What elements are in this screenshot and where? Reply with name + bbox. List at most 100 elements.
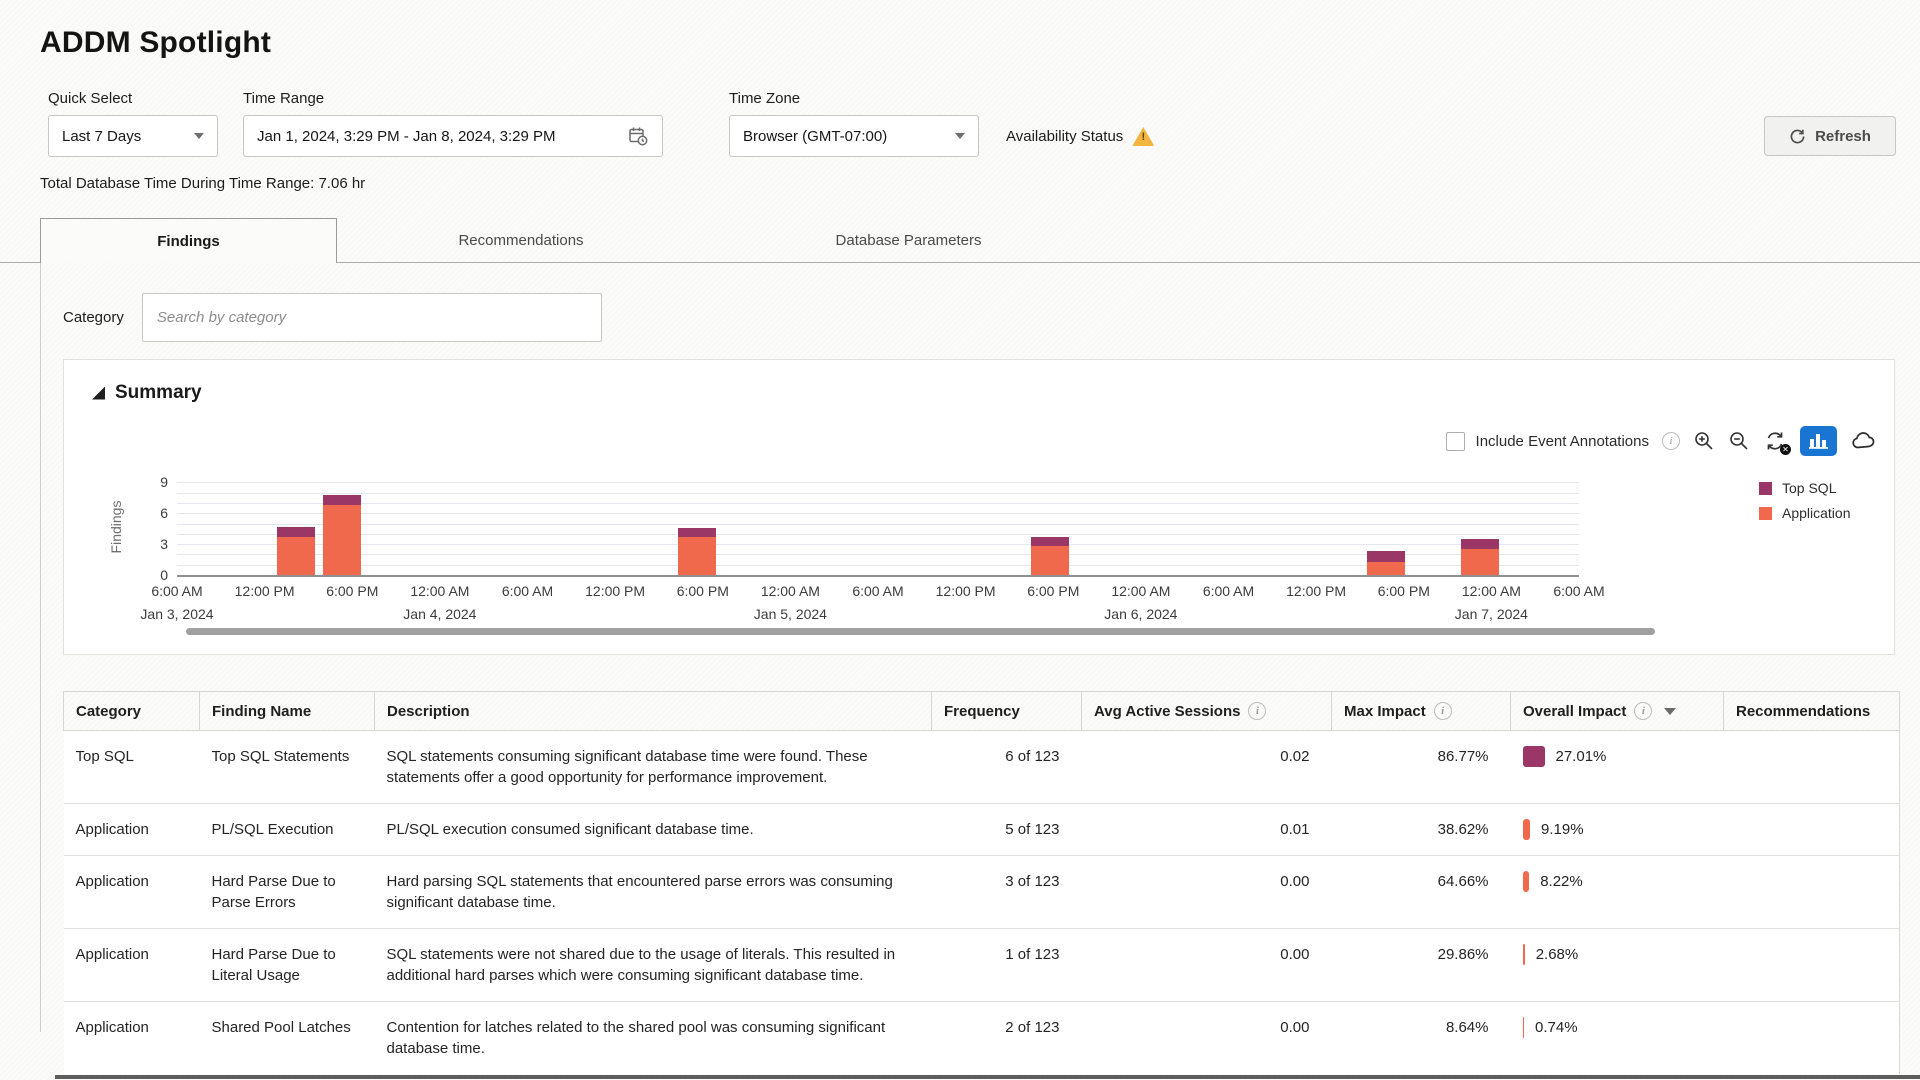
column-header-frequency[interactable]: Frequency [931,691,1082,731]
time-range-field: Time Range Jan 1, 2024, 3:29 PM - Jan 8,… [243,90,663,157]
cell-finding-name: PL/SQL Execution [199,803,375,856]
overall-impact-value: 9.19% [1541,821,1584,838]
tab-findings[interactable]: Findings [40,218,337,263]
chart-bar-top-sql[interactable] [1031,536,1070,547]
chart-bar-top-sql[interactable] [678,527,717,537]
reset-badge: ✕ [1780,444,1791,455]
reset-zoom-icon[interactable]: ✕ [1763,429,1791,455]
sort-descending-icon [1664,707,1677,715]
column-header-max-impact[interactable]: Max Impact i [1331,691,1511,731]
quick-select-value: Last 7 Days [62,127,142,145]
column-header-content: Avg Active Sessions i [1094,702,1319,720]
cell-description: Contention for latches related to the sh… [374,1001,932,1074]
chart-bar-application[interactable] [323,505,362,575]
overall-impact-value: 2.68% [1535,946,1579,963]
cell-avg-active-sessions: 0.02 [1081,730,1332,804]
findings-chart: 0 3 6 9 Findings 6:00 AM 12:00 PM 6:00 PM 12:00 … [64,360,1894,654]
column-header-label: Description [387,702,470,720]
chart-bar-application[interactable] [1460,549,1499,576]
info-icon[interactable]: i [1433,702,1452,720]
cell-frequency: 2 of 123 [931,1001,1082,1074]
chart-y-tick-label: 6 [160,505,168,522]
chart-horizontal-scrollbar[interactable] [186,628,1655,635]
cell-overall-impact: 9.19% [1510,803,1724,856]
refresh-button[interactable]: Refresh [1764,116,1896,156]
cell-frequency: 3 of 123 [931,855,1082,929]
chart-toolbar: Include Event Annotations i [1445,426,1878,456]
chart-day-label: Jan 5, 2024 [753,606,827,622]
include-event-annotations-checkbox[interactable] [1445,431,1465,451]
chart-x-tick-label: 12:00 PM [585,583,646,599]
cell-description: SQL statements consuming significant dat… [374,730,932,804]
warning-icon[interactable]: ! [1132,127,1155,146]
zoom-out-icon[interactable] [1728,430,1750,452]
overall-impact-gauge: 9.19% [1522,819,1712,840]
overall-impact-bar [1522,819,1530,840]
tab-recommendations[interactable]: Recommendations [337,218,705,262]
chart-bar-application[interactable] [1031,546,1070,575]
chart-bar-top-sql[interactable] [1460,538,1499,550]
overall-impact-value: 8.22% [1540,873,1583,890]
chart-gridline [177,544,1579,546]
chart-x-tick-label: 6:00 PM [1377,583,1430,599]
finding-row[interactable]: Application Shared Pool Latches Contention… [63,1001,1900,1074]
cell-finding-name: Hard Parse Due to Literal Usage [199,928,375,1002]
cloud-icon[interactable] [1850,430,1878,452]
column-header-category[interactable]: Category [63,691,200,731]
chart-x-tick-label: 12:00 AM [1111,583,1171,599]
time-zone-label: Time Zone [729,90,801,107]
column-header-label: Avg Active Sessions [1094,702,1241,720]
column-header-avg-active-sessions[interactable]: Avg Active Sessions i [1081,691,1332,731]
cell-description: PL/SQL execution consumed significant da… [374,803,932,856]
overall-impact-value: 0.74% [1535,1019,1578,1036]
overall-impact-gauge: 27.01% [1522,746,1712,767]
finding-row[interactable]: Application Hard Parse Due to Parse Error… [63,855,1900,929]
column-header-overall-impact[interactable]: Overall Impact i [1510,691,1724,731]
refresh-label: Refresh [1815,127,1871,145]
chart-bar-application[interactable] [678,536,717,575]
info-icon[interactable]: i [1248,702,1267,720]
chart-day-label: Jan 6, 2024 [1104,606,1178,622]
chart-day-label: Jan 3, 2024 [140,606,214,622]
cell-recommendations [1723,803,1900,856]
column-header-label: Category [76,702,142,720]
overall-impact-bar [1522,746,1545,767]
finding-row[interactable]: Top SQL Top SQL Statements SQL statements … [63,730,1900,804]
time-range-input[interactable]: Jan 1, 2024, 3:29 PM - Jan 8, 2024, 3:29… [243,115,663,157]
summary-collapse-header[interactable]: Summary [92,382,202,404]
chart-gridline [177,533,1579,535]
column-header-finding-name[interactable]: Finding Name [199,691,375,731]
chart-x-tick-label: 6:00 PM [326,583,379,599]
chart-x-axis-line [177,575,1579,577]
legend-item-top-sql[interactable]: Top SQL [1759,480,1851,496]
chart-bar-top-sql[interactable] [277,526,316,537]
category-search-input[interactable] [141,293,602,342]
column-header-description[interactable]: Description [374,691,932,731]
cell-avg-active-sessions: 0.00 [1081,1001,1332,1074]
chart-bar-application[interactable] [1366,561,1405,575]
chart-x-tick-label: 6:00 AM [1202,583,1255,599]
info-icon[interactable]: i [1662,432,1680,450]
finding-row[interactable]: Application PL/SQL Execution PL/SQL execut… [63,803,1900,856]
info-icon[interactable]: i [1634,702,1653,720]
chart-bar-application[interactable] [277,536,316,575]
chart-bar-top-sql[interactable] [323,494,362,505]
table-scroll-edge[interactable] [55,1075,1920,1079]
page-title: ADDM Spotlight [40,26,272,59]
finding-row[interactable]: Application Hard Parse Due to Literal Usa… [63,928,1900,1002]
cell-overall-impact: 2.68% [1510,928,1724,1002]
legend-item-application[interactable]: Application [1759,505,1851,521]
column-header-content: Max Impact i [1344,702,1498,720]
findings-tab-panel: Category Summary Include Event Annotatio… [40,263,1920,1074]
column-header-recommendations[interactable]: Recommendations [1723,691,1900,731]
chart-day-label: Jan 7, 2024 [1454,606,1528,622]
zoom-in-icon[interactable] [1693,430,1715,452]
cell-recommendations [1723,855,1900,929]
cell-overall-impact: 27.01% [1510,730,1724,804]
tab-label: Database Parameters [835,231,982,249]
time-zone-dropdown[interactable]: Browser (GMT-07:00) [729,115,979,157]
tab-database-parameters[interactable]: Database Parameters [705,218,1112,262]
quick-select-dropdown[interactable]: Last 7 Days [48,115,218,157]
bar-chart-view-icon[interactable] [1800,426,1837,456]
chart-bar-top-sql[interactable] [1366,551,1405,562]
